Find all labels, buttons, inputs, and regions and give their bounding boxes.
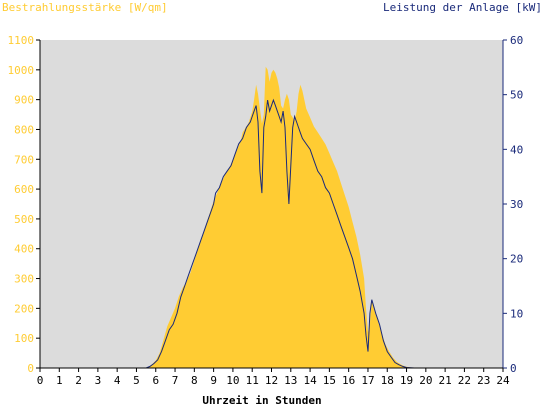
irradiance-series-group: [40, 66, 503, 369]
x-tick-label: 10: [226, 374, 239, 387]
x-tick-label: 12: [265, 374, 278, 387]
x-tick-label: 24: [496, 374, 510, 387]
left-tick-label: 1100: [8, 34, 35, 47]
left-tick-label: 600: [14, 183, 34, 196]
left-tick-label: 0: [27, 362, 34, 375]
x-tick-label: 5: [133, 374, 140, 387]
x-tick-label: 8: [191, 374, 198, 387]
x-tick-label: 14: [303, 374, 317, 387]
left-tick-label: 800: [14, 123, 34, 136]
left-tick-label: 700: [14, 153, 34, 166]
x-tick-label: 23: [477, 374, 490, 387]
left-tick-label: 1000: [8, 64, 35, 77]
x-tick-label: 9: [210, 374, 217, 387]
x-tick-label: 16: [342, 374, 355, 387]
right-tick-label: 10: [510, 307, 523, 320]
irradiance-area: [40, 66, 503, 369]
power-line: [40, 98, 503, 369]
x-tick-label: 18: [381, 374, 394, 387]
x-tick-label: 22: [458, 374, 471, 387]
right-tick-label: 40: [510, 143, 523, 156]
right-tick-label: 50: [510, 89, 523, 102]
x-tick-label: 1: [56, 374, 63, 387]
x-tick-label: 19: [400, 374, 413, 387]
right-axis-title: Leistung der Anlage [kW]: [383, 1, 542, 14]
x-tick-label: 13: [284, 374, 297, 387]
right-tick-label: 20: [510, 253, 523, 266]
left-tick-label: 400: [14, 243, 34, 256]
left-tick-label: 300: [14, 273, 34, 286]
left-axis-title: Bestrahlungsstärke [W/qm]: [2, 1, 168, 14]
left-tick-label: 500: [14, 213, 34, 226]
x-tick-label: 20: [419, 374, 432, 387]
x-axis-title: Uhrzeit in Stunden: [202, 394, 321, 407]
x-tick-label: 17: [361, 374, 374, 387]
right-tick-label: 60: [510, 34, 523, 47]
left-tick-label: 100: [14, 332, 34, 345]
x-tick-label: 15: [323, 374, 336, 387]
x-tick-label: 21: [439, 374, 452, 387]
left-tick-label: 200: [14, 302, 34, 315]
right-tick-label: 30: [510, 198, 523, 211]
power-series-group: [40, 98, 503, 369]
axis-ticks-group: 0100200300400500600700800900100011000102…: [8, 34, 524, 387]
x-tick-label: 0: [37, 374, 44, 387]
x-tick-label: 3: [95, 374, 102, 387]
x-tick-label: 4: [114, 374, 121, 387]
x-tick-label: 6: [152, 374, 159, 387]
x-tick-label: 2: [75, 374, 82, 387]
x-tick-label: 7: [172, 374, 179, 387]
right-tick-label: 0: [510, 362, 517, 375]
x-tick-label: 11: [246, 374, 259, 387]
left-tick-label: 900: [14, 94, 34, 107]
